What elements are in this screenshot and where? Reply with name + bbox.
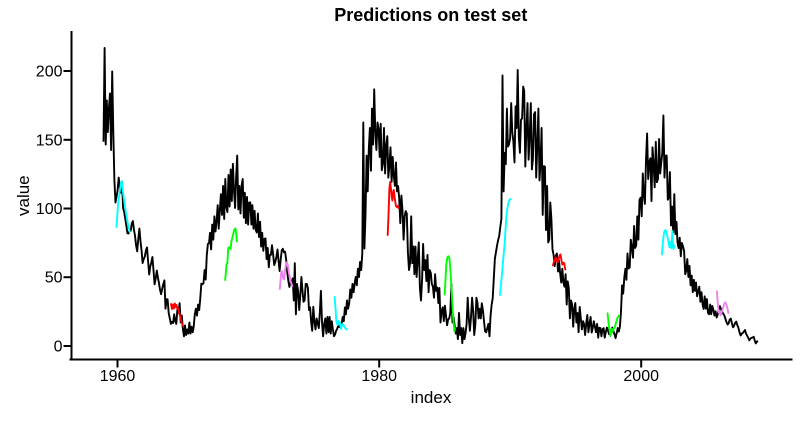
svg-text:1960: 1960 (100, 368, 136, 385)
svg-text:150: 150 (36, 132, 63, 149)
svg-text:2000: 2000 (623, 368, 659, 385)
svg-text:0: 0 (54, 339, 63, 356)
svg-text:index: index (411, 388, 452, 407)
svg-text:1980: 1980 (361, 368, 397, 385)
svg-text:200: 200 (36, 64, 63, 81)
svg-text:value: value (14, 175, 33, 216)
svg-text:50: 50 (45, 270, 63, 287)
svg-text:Predictions on test set: Predictions on test set (334, 5, 527, 25)
svg-text:100: 100 (36, 201, 63, 218)
